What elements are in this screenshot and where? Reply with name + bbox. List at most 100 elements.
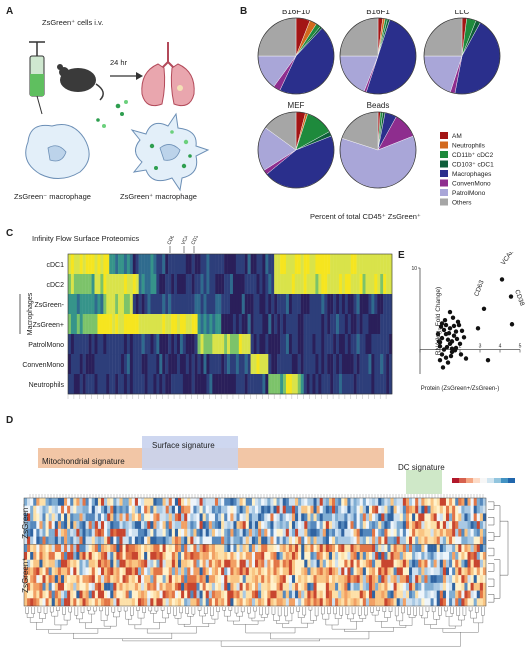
heatmap-cell xyxy=(162,552,166,560)
row-group-label: ZsGreen⁻ xyxy=(21,503,30,538)
heatmap-cell xyxy=(377,374,381,395)
heatmap-cell xyxy=(196,498,200,506)
heatmap-cell xyxy=(110,521,114,530)
heatmap-cell xyxy=(230,582,234,591)
heatmap-cell xyxy=(73,334,78,355)
heatmap-cell xyxy=(181,544,185,553)
heatmap-cell xyxy=(178,513,182,522)
heatmap-cell xyxy=(193,590,197,599)
heatmap-cell xyxy=(168,513,173,522)
heatmap-cell xyxy=(233,575,237,584)
heatmap-cell xyxy=(208,498,213,506)
heatmap-cell xyxy=(271,254,275,275)
heatmap-cell xyxy=(455,513,459,522)
heatmap-cell xyxy=(104,536,108,545)
heatmap-cell xyxy=(389,254,393,275)
heatmap-cell xyxy=(464,598,468,607)
heatmap-cell xyxy=(316,552,320,560)
heatmap-cell xyxy=(267,544,271,553)
heatmap-cell xyxy=(359,536,363,545)
heatmap-cell xyxy=(24,513,28,522)
heatmap-cell xyxy=(368,354,372,375)
heatmap-cell xyxy=(248,590,253,599)
heatmap-cell xyxy=(295,598,299,607)
heatmap-cell xyxy=(452,521,456,530)
heatmap-cell xyxy=(88,598,92,607)
heatmap-cell xyxy=(418,544,422,553)
heatmap-cell xyxy=(82,552,86,560)
heatmap-cell xyxy=(144,598,148,607)
heatmap-cell xyxy=(97,294,101,315)
heatmap-cell xyxy=(184,598,188,607)
heatmap-cell xyxy=(479,513,484,522)
heatmap-cell xyxy=(324,314,328,335)
heatmap-cell xyxy=(144,498,148,506)
heatmap-cell xyxy=(191,354,195,375)
heatmap-cell xyxy=(415,598,419,607)
heatmap-cell xyxy=(76,505,80,514)
heatmap-cell xyxy=(79,254,83,275)
heatmap-cell xyxy=(461,552,465,560)
heatmap-cell xyxy=(150,274,154,295)
heatmap-cell xyxy=(455,559,459,568)
heatmap-cell xyxy=(64,536,68,545)
heatmap-cell xyxy=(82,559,86,568)
pie-title: B16F1 xyxy=(366,10,390,16)
heatmap-cell xyxy=(174,294,178,315)
heatmap-cell xyxy=(211,498,216,506)
heatmap-cell xyxy=(347,254,351,275)
heatmap-cell xyxy=(306,374,310,395)
heatmap-cell xyxy=(295,536,299,545)
heatmap-cell xyxy=(224,294,228,315)
heatmap-cell xyxy=(227,254,231,275)
heatmap-cell xyxy=(76,559,80,568)
heatmap-cell xyxy=(378,505,382,514)
heatmap-cell xyxy=(60,567,65,576)
heatmap-cell xyxy=(291,334,295,355)
heatmap-cell xyxy=(328,544,333,553)
heatmap-cell xyxy=(153,559,157,568)
heatmap-cell xyxy=(60,559,65,568)
heatmap-cell xyxy=(255,513,259,522)
heatmap-cell xyxy=(452,552,456,560)
heatmap-cell xyxy=(174,528,179,537)
heatmap-cell xyxy=(147,544,151,553)
heatmap-cell xyxy=(372,559,376,568)
heatmap-cell xyxy=(168,354,172,375)
heatmap-cell xyxy=(239,567,243,576)
heatmap-cell xyxy=(171,582,176,591)
heatmap-cell xyxy=(224,582,228,591)
heatmap-cell xyxy=(368,567,373,576)
heatmap-cell xyxy=(455,567,459,576)
heatmap-cell xyxy=(264,536,268,545)
heatmap-cell xyxy=(324,374,328,395)
heatmap-cell xyxy=(442,498,447,506)
dc-signature-label: DC signature xyxy=(398,463,445,472)
heatmap-cell xyxy=(452,544,456,553)
heatmap-cell xyxy=(316,536,320,545)
heatmap-cell xyxy=(79,567,83,576)
heatmap-cell xyxy=(277,354,281,375)
heatmap-cell xyxy=(439,582,444,591)
heatmap-cell xyxy=(461,559,465,568)
heatmap-cell xyxy=(91,598,96,607)
heatmap-cell xyxy=(209,354,213,375)
heatmap-cell xyxy=(106,294,110,315)
heatmap-cell xyxy=(245,567,250,576)
heatmap-cell xyxy=(153,598,157,607)
heatmap-cell xyxy=(298,521,302,530)
heatmap-cell xyxy=(42,559,46,568)
scatter-point xyxy=(444,344,450,350)
heatmap-cell xyxy=(362,559,367,568)
heatmap-cell xyxy=(184,536,188,545)
heatmap-cell xyxy=(384,567,388,576)
panel-a-schematic xyxy=(25,41,210,192)
heatmap-cell xyxy=(250,374,254,395)
heatmap-cell xyxy=(159,314,163,335)
heatmap-cell xyxy=(168,254,172,275)
heatmap-cell xyxy=(399,559,404,568)
heatmap-cell xyxy=(356,314,360,335)
heatmap-cell xyxy=(88,575,92,584)
heatmap-cell xyxy=(253,354,257,375)
heatmap-cell xyxy=(421,544,425,553)
